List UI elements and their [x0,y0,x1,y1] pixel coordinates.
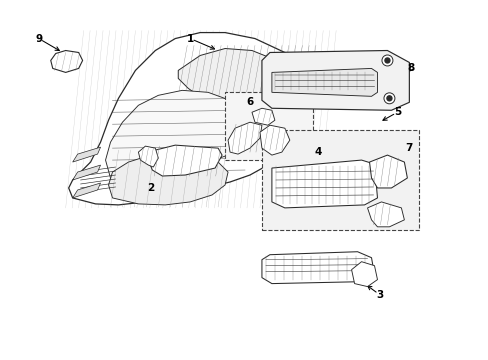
Polygon shape [251,108,274,125]
Polygon shape [369,155,407,188]
Polygon shape [105,90,251,182]
Polygon shape [73,183,101,198]
Polygon shape [262,50,408,110]
Polygon shape [68,32,311,205]
Polygon shape [148,145,222,176]
FancyBboxPatch shape [224,92,312,160]
Circle shape [384,58,389,63]
Text: 4: 4 [313,147,321,157]
Polygon shape [227,122,262,154]
Text: 7: 7 [405,143,412,153]
Text: 3: 3 [375,289,382,300]
Polygon shape [138,146,158,167]
Text: 2: 2 [146,183,154,193]
Circle shape [386,96,391,101]
Polygon shape [367,202,404,227]
Polygon shape [73,165,101,180]
Polygon shape [271,160,377,208]
Polygon shape [260,125,289,155]
Polygon shape [108,152,227,205]
Text: 1: 1 [186,33,193,44]
Text: 9: 9 [35,33,42,44]
Text: 6: 6 [246,97,253,107]
Polygon shape [178,49,304,110]
FancyBboxPatch shape [262,130,419,230]
Polygon shape [51,50,82,72]
Polygon shape [351,262,377,287]
Text: 5: 5 [393,107,400,117]
Text: 8: 8 [407,63,414,73]
Polygon shape [262,252,374,284]
Circle shape [381,55,392,66]
Polygon shape [271,68,377,96]
Circle shape [383,93,394,104]
Polygon shape [73,147,101,162]
